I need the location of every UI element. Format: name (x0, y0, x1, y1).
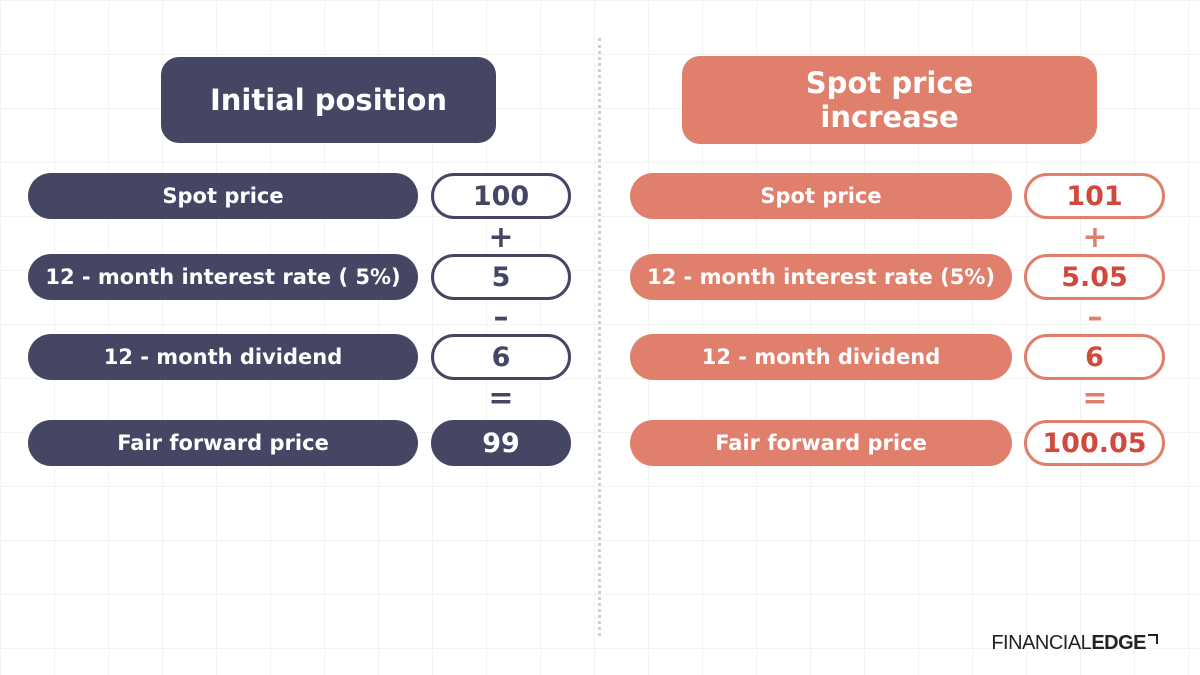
left-spot-price-label: Spot price (28, 173, 418, 219)
logo-corner-icon (1148, 634, 1158, 644)
logo-text-financial: FINANCIAL (991, 632, 1092, 654)
left-equals-operator: = (488, 381, 514, 416)
logo-text-edge: EDGE (1091, 632, 1146, 654)
left-interest-rate-label: 12 - month interest rate ( 5%) (28, 254, 418, 300)
left-minus-operator: – (493, 300, 509, 335)
right-dividend-value: 6 (1024, 334, 1165, 380)
right-spot-price-value: 101 (1024, 173, 1165, 219)
right-equals-operator: = (1082, 381, 1108, 416)
left-dividend-label: 12 - month dividend (28, 334, 418, 380)
right-interest-rate-value: 5.05 (1024, 254, 1165, 300)
right-spot-price-label: Spot price (630, 173, 1012, 219)
center-divider (598, 38, 601, 636)
spot-price-increase-title: Spot price increase (682, 56, 1097, 144)
right-fair-forward-label: Fair forward price (630, 420, 1012, 466)
left-dividend-value: 6 (431, 334, 571, 380)
left-plus-operator: + (488, 220, 514, 255)
right-minus-operator: – (1087, 300, 1103, 335)
left-interest-rate-value: 5 (431, 254, 571, 300)
right-plus-operator: + (1082, 220, 1108, 255)
left-spot-price-value: 100 (431, 173, 571, 219)
financial-edge-logo: FINANCIAL EDGE (991, 632, 1158, 655)
left-fair-forward-value: 99 (431, 420, 571, 466)
left-fair-forward-label: Fair forward price (28, 420, 418, 466)
right-dividend-label: 12 - month dividend (630, 334, 1012, 380)
right-interest-rate-label: 12 - month interest rate (5%) (630, 254, 1012, 300)
right-fair-forward-value: 100.05 (1024, 420, 1165, 466)
initial-position-title: Initial position (161, 57, 496, 143)
